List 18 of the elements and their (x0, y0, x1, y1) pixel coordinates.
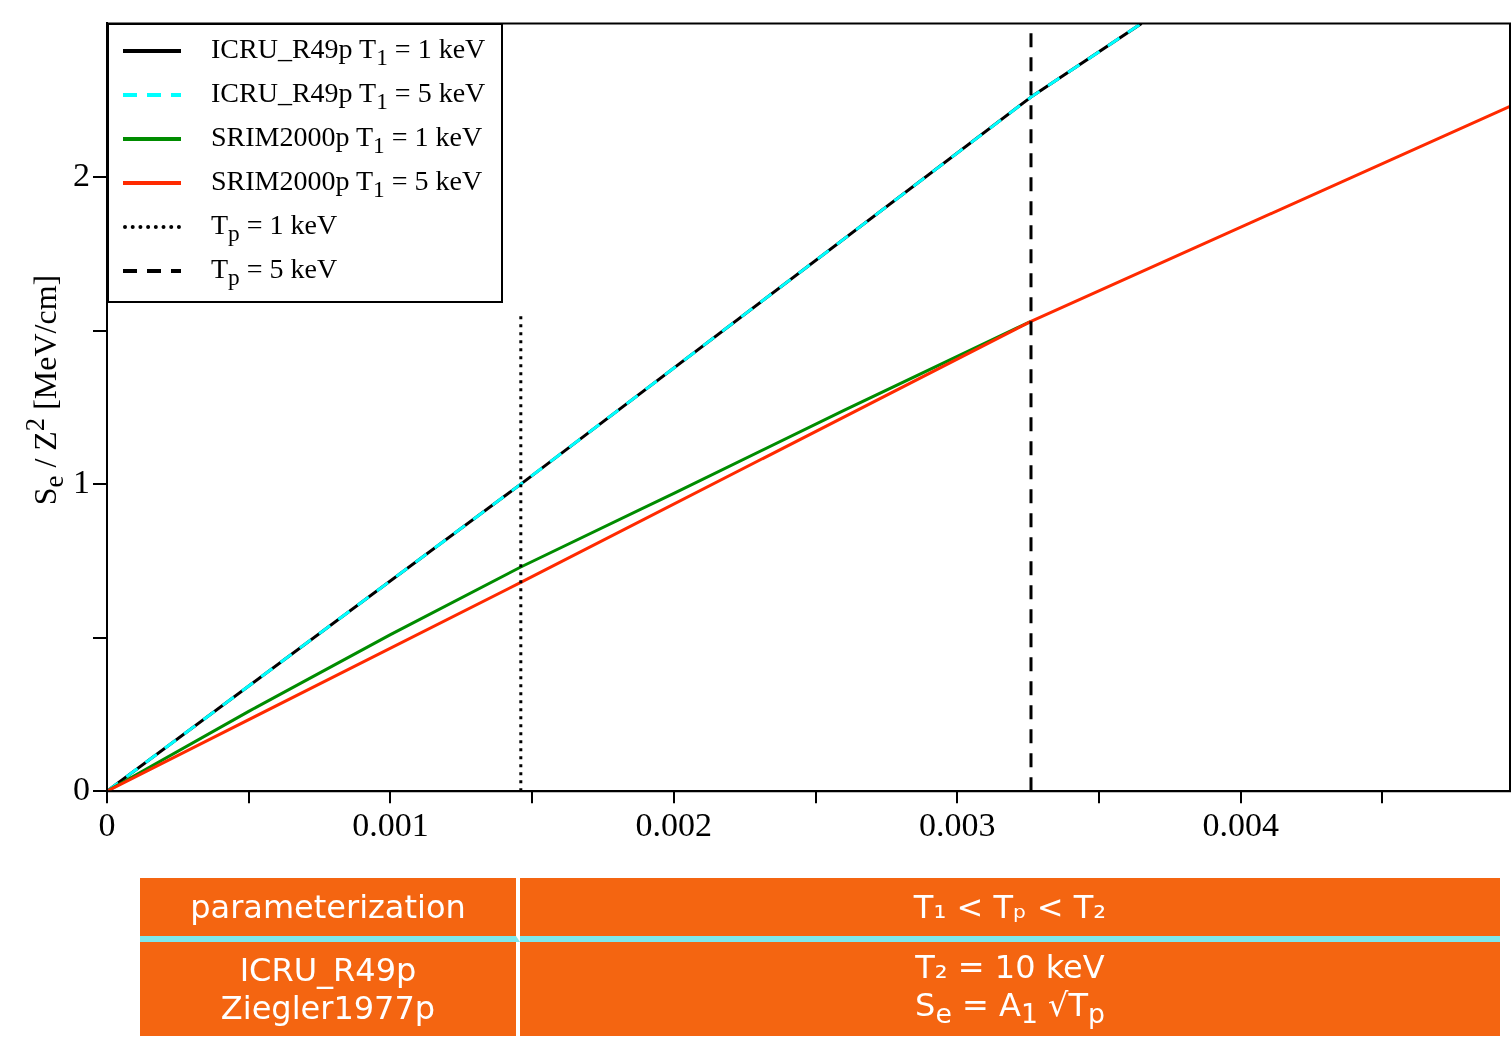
text: parameterization (190, 888, 466, 926)
legend-label: ICRU_R49p T$_{1}$ = 1 keV (211, 32, 486, 71)
text: T₁ < Tₚ < T₂ (913, 888, 1107, 926)
legend-label: SRIM2000p T$_{1}$ = 1 keV (211, 120, 483, 159)
x-tick-label: 0.003 (919, 805, 996, 843)
x-tick-label: 0.004 (1202, 805, 1279, 843)
text: ICRU_R49p Ziegler1977p (220, 951, 436, 1027)
text: T₂ = 10 keV S$_{e}$ = A$_{1}$ √T$_{p}$ (915, 948, 1105, 1030)
legend-label: SRIM2000p T$_{1}$ = 5 keV (211, 164, 483, 203)
x-tick-label: 0 (98, 805, 116, 843)
legend-label: T$_{p}$ = 1 keV (211, 208, 338, 247)
x-tick-label: 0.002 (635, 805, 713, 843)
x-tick-label: 0.001 (352, 805, 429, 843)
legend-label: T$_{p}$ = 5 keV (211, 252, 338, 291)
y-tick-label: 2 (73, 155, 90, 193)
y-tick-label: 1 (73, 463, 90, 500)
y-tick-label: 0 (73, 770, 90, 808)
legend-label: ICRU_R49p T$_{1}$ = 5 keV (211, 76, 486, 115)
